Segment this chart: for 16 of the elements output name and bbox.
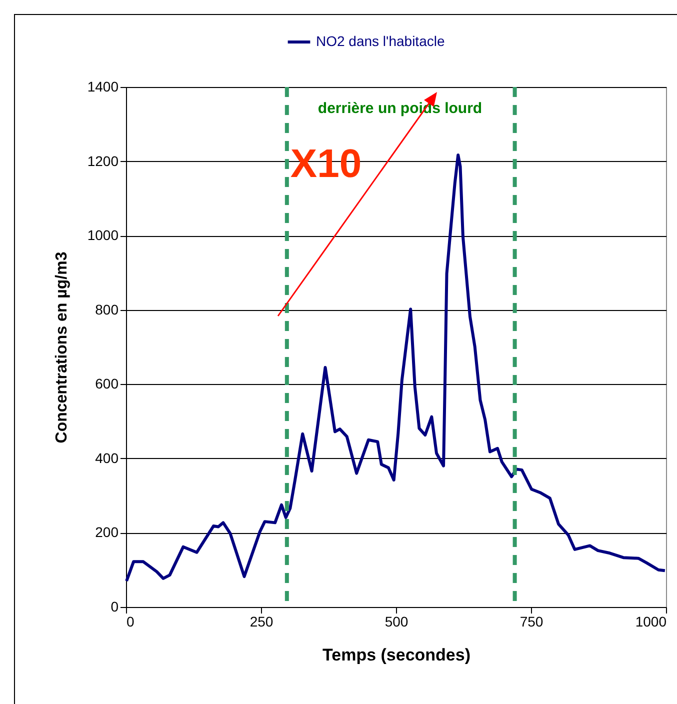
x-tick-label: 0 xyxy=(126,614,134,630)
y-tick-label: 1200 xyxy=(87,152,119,169)
x-axis-title: Temps (secondes) xyxy=(322,646,471,664)
y-tick-label: 800 xyxy=(95,301,119,318)
y-tick-label: 200 xyxy=(95,524,119,540)
legend-label: NO2 dans l'habitacle xyxy=(316,33,445,49)
y-axis-title: Concentrations en µg/m3 xyxy=(53,252,70,444)
y-tick-label: 0 xyxy=(110,598,119,614)
x-tick-label: 250 xyxy=(250,614,274,630)
y-tick-label: 1400 xyxy=(87,78,119,94)
y-tick-label: 400 xyxy=(95,450,119,466)
x-tick-label: 500 xyxy=(384,614,408,630)
y-tick-label: 1000 xyxy=(87,227,119,244)
x-tick-label: 750 xyxy=(520,614,544,630)
x-tick-label: 1000 xyxy=(635,614,667,630)
y-tick-label: 600 xyxy=(95,376,119,392)
